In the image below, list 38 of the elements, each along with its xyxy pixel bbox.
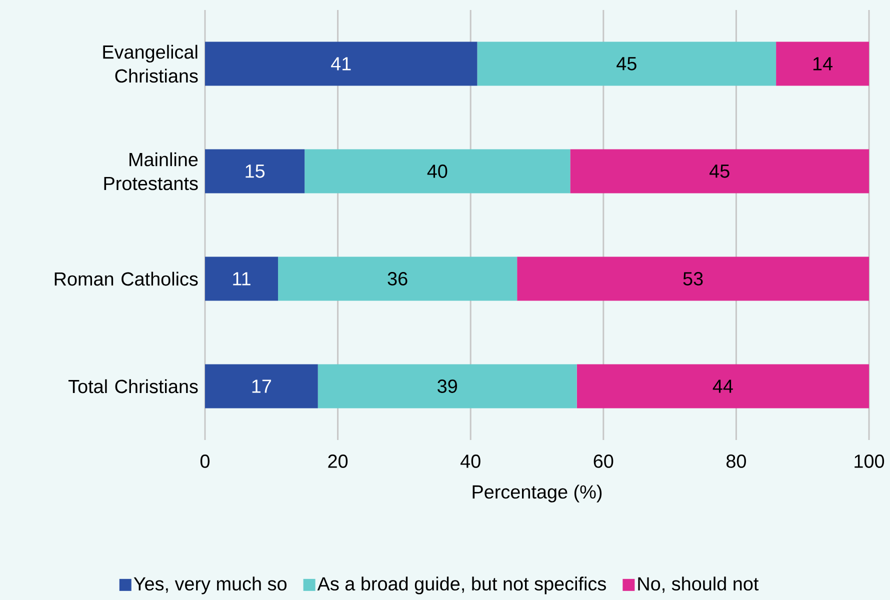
legend-label: Yes, very much so (134, 576, 287, 594)
bar (776, 42, 870, 86)
bar (570, 149, 870, 194)
x-tick-label: 60 (594, 454, 614, 468)
x-tick-label: 100 (854, 454, 884, 468)
data-label: 45 (710, 164, 730, 178)
x-tick-label: 80 (726, 454, 746, 468)
data-label: 14 (813, 57, 832, 70)
bar (205, 149, 305, 194)
legend-label: As a broad guide, but not specifics (317, 576, 606, 594)
data-label: 41 (331, 57, 351, 70)
bar (205, 256, 278, 301)
bar (278, 256, 518, 301)
data-label: 11 (233, 272, 250, 286)
x-tick-label: 0 (200, 454, 210, 468)
y-tick-label: Evangelical Christians (103, 44, 198, 83)
bar (576, 364, 870, 408)
data-label: 44 (712, 380, 733, 393)
bar (304, 149, 570, 194)
legend-label: No, should not (638, 576, 759, 593)
data-label: 53 (683, 272, 703, 286)
x-tick-label: 20 (328, 454, 348, 468)
bar (205, 364, 318, 408)
x-tick-label: 40 (460, 454, 480, 468)
x-axis-title: Percentage (%) (472, 484, 602, 502)
y-tick-label: Mainline Protestants (104, 152, 198, 190)
data-label: 45 (616, 57, 636, 70)
data-label: 36 (388, 272, 408, 286)
data-label: 40 (427, 164, 448, 178)
bar (477, 42, 776, 86)
y-tick-label: Roman Catholics (54, 272, 198, 286)
bar (318, 364, 577, 408)
y-tick-label: Total Christians (68, 379, 198, 394)
bar (205, 42, 478, 86)
data-label: 15 (246, 164, 265, 178)
data-label: 17 (252, 380, 272, 393)
bar (517, 256, 870, 301)
data-label: 39 (438, 380, 457, 393)
